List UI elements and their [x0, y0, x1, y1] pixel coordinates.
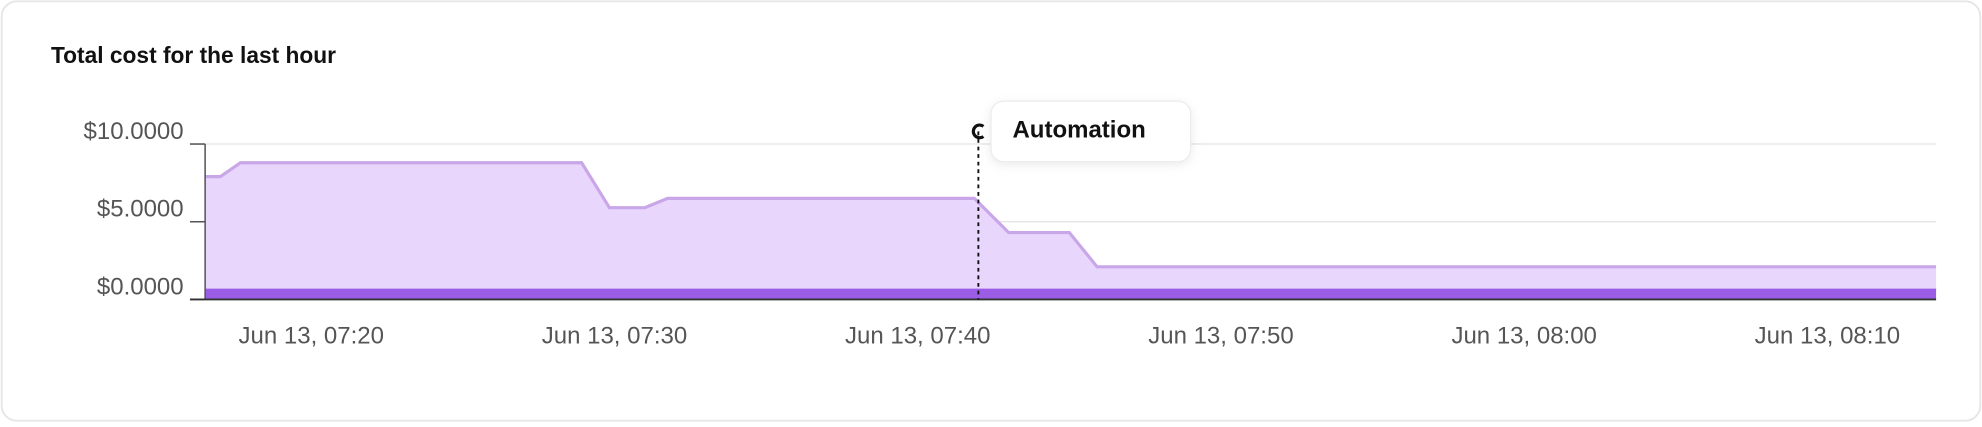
- x-tick-label: Jun 13, 08:10: [1755, 323, 1900, 350]
- y-tick-label: $0.0000: [97, 273, 184, 300]
- area: [205, 162, 1937, 289]
- x-tick-label: Jun 13, 07:50: [1148, 323, 1293, 350]
- area: [205, 288, 1937, 300]
- areas: [205, 161, 1937, 300]
- area-line: [205, 161, 1937, 269]
- axes: $0.0000 $5.0000 $10.0000 Jun 13, 07:20 Jun 1…: [84, 118, 1937, 350]
- chart-title: Total cost for the last hour: [51, 42, 336, 68]
- annotation-icon: [971, 123, 985, 140]
- annotation-box: [990, 100, 1192, 163]
- annotation: Automation: [971, 100, 1192, 300]
- x-tick-label: Jun 13, 08:00: [1451, 323, 1596, 350]
- x-tick-label: Jun 13, 07:20: [239, 323, 384, 350]
- y-tick-label: $10.0000: [84, 118, 184, 145]
- y-tick-label: $5.0000: [97, 196, 184, 223]
- annotation-text: Automation: [1012, 117, 1145, 144]
- x-tick-label: Jun 13, 07:30: [542, 323, 687, 350]
- x-tick-label: Jun 13, 07:40: [845, 323, 990, 350]
